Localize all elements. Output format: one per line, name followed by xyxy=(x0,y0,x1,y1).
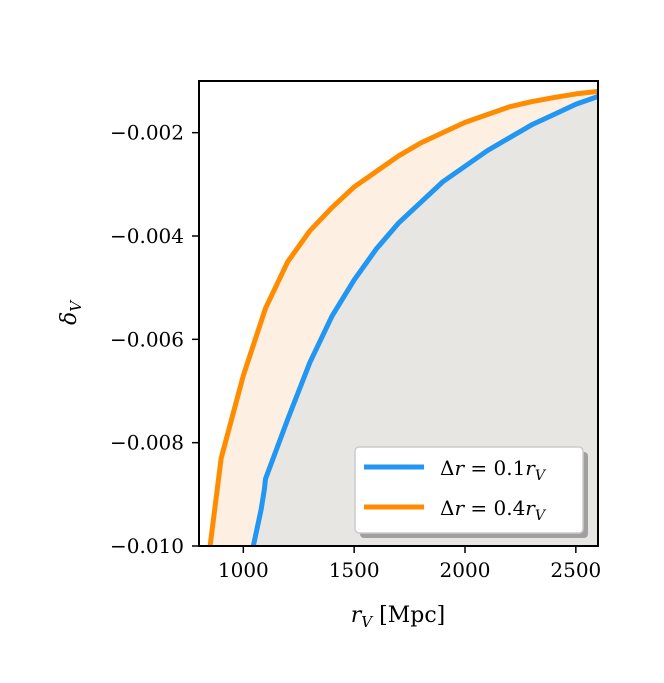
x-axis: 1000 1500 2000 2500 xyxy=(218,546,601,582)
y-axis: −0.010 −0.008 −0.006 −0.004 −0.002 xyxy=(110,121,199,558)
legend-label-1: Δr = 0.1rV xyxy=(440,456,547,484)
x-tick-label: 1000 xyxy=(218,558,269,582)
y-tick-label: −0.010 xyxy=(110,534,184,558)
plot-frame xyxy=(198,80,599,547)
y-axis-label: δV xyxy=(57,299,85,325)
x-axis-label: rV [Mpc] xyxy=(351,603,445,631)
y-tick-label: −0.002 xyxy=(110,121,184,145)
series-line-1 xyxy=(250,94,598,546)
fill-regions xyxy=(210,91,598,546)
y-tick-label: −0.006 xyxy=(110,327,184,351)
fill-region-1 xyxy=(253,96,598,546)
legend-label-2: Δr = 0.4rV xyxy=(440,496,547,524)
series-lines xyxy=(207,88,598,546)
y-tick-label: −0.004 xyxy=(110,224,184,248)
x-tick-label: 1500 xyxy=(329,558,380,582)
x-tick-label: 2500 xyxy=(550,558,601,582)
x-tick-label: 2000 xyxy=(440,558,491,582)
y-tick-label: −0.008 xyxy=(110,431,184,455)
series-line-2 xyxy=(207,88,598,546)
legend: Δr = 0.1rV Δr = 0.4rV xyxy=(354,446,588,538)
